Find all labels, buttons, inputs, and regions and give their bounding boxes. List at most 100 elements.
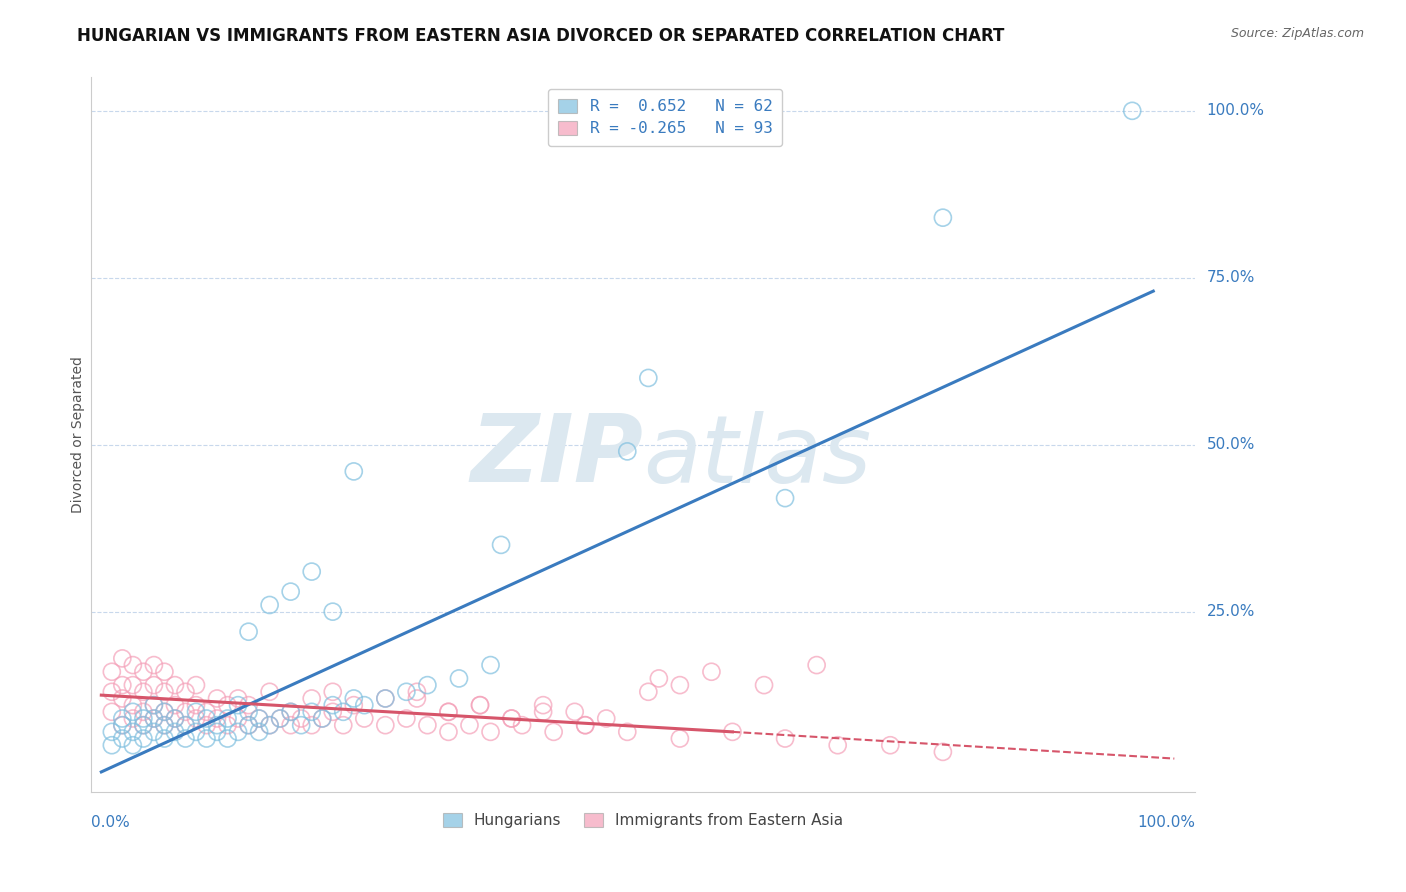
Point bbox=[184, 698, 207, 713]
Point bbox=[353, 698, 375, 713]
Point bbox=[343, 691, 366, 706]
Text: 25.0%: 25.0% bbox=[1206, 604, 1254, 619]
Point bbox=[773, 491, 796, 505]
Point bbox=[416, 678, 439, 692]
Point bbox=[322, 605, 344, 619]
Point bbox=[637, 685, 659, 699]
Point bbox=[111, 718, 134, 732]
Point bbox=[280, 584, 302, 599]
Point bbox=[752, 678, 775, 692]
Point bbox=[101, 705, 124, 719]
Point bbox=[132, 718, 155, 732]
Point bbox=[458, 718, 481, 732]
Point bbox=[205, 718, 228, 732]
Text: 100.0%: 100.0% bbox=[1137, 814, 1195, 830]
Point bbox=[122, 678, 145, 692]
Point bbox=[437, 705, 460, 719]
Point bbox=[437, 705, 460, 719]
Point bbox=[142, 724, 165, 739]
Point bbox=[468, 698, 491, 713]
Point bbox=[669, 731, 692, 746]
Point bbox=[269, 711, 291, 725]
Point bbox=[311, 711, 333, 725]
Point bbox=[174, 731, 197, 746]
Point bbox=[489, 538, 512, 552]
Text: ZIP: ZIP bbox=[470, 410, 643, 502]
Point bbox=[142, 698, 165, 713]
Point bbox=[163, 698, 186, 713]
Point bbox=[132, 718, 155, 732]
Point bbox=[184, 705, 207, 719]
Point bbox=[101, 724, 124, 739]
Point bbox=[163, 724, 186, 739]
Text: Source: ZipAtlas.com: Source: ZipAtlas.com bbox=[1230, 27, 1364, 40]
Point bbox=[142, 678, 165, 692]
Point bbox=[142, 658, 165, 673]
Point bbox=[290, 711, 312, 725]
Point bbox=[437, 724, 460, 739]
Point bbox=[226, 724, 249, 739]
Point bbox=[311, 711, 333, 725]
Text: 50.0%: 50.0% bbox=[1206, 437, 1254, 452]
Point bbox=[479, 658, 502, 673]
Point bbox=[531, 705, 554, 719]
Point bbox=[205, 691, 228, 706]
Point bbox=[247, 711, 270, 725]
Point bbox=[163, 711, 186, 725]
Point bbox=[184, 678, 207, 692]
Point bbox=[111, 731, 134, 746]
Point bbox=[322, 685, 344, 699]
Point bbox=[353, 711, 375, 725]
Point bbox=[406, 685, 429, 699]
Point bbox=[501, 711, 523, 725]
Point bbox=[122, 711, 145, 725]
Point bbox=[301, 565, 323, 579]
Point bbox=[184, 711, 207, 725]
Y-axis label: Divorced or Separated: Divorced or Separated bbox=[72, 356, 86, 513]
Point bbox=[111, 711, 134, 725]
Point bbox=[174, 718, 197, 732]
Legend: Hungarians, Immigrants from Eastern Asia: Hungarians, Immigrants from Eastern Asia bbox=[437, 807, 849, 834]
Point bbox=[111, 678, 134, 692]
Point bbox=[564, 705, 586, 719]
Point bbox=[163, 711, 186, 725]
Point bbox=[184, 724, 207, 739]
Point bbox=[700, 665, 723, 679]
Point bbox=[163, 678, 186, 692]
Point bbox=[174, 705, 197, 719]
Point bbox=[301, 705, 323, 719]
Point bbox=[280, 705, 302, 719]
Text: 0.0%: 0.0% bbox=[91, 814, 129, 830]
Point bbox=[205, 724, 228, 739]
Point bbox=[543, 724, 565, 739]
Point bbox=[932, 211, 955, 225]
Point bbox=[501, 711, 523, 725]
Point bbox=[280, 718, 302, 732]
Point bbox=[343, 465, 366, 479]
Point bbox=[806, 658, 828, 673]
Point bbox=[395, 685, 418, 699]
Point bbox=[280, 705, 302, 719]
Point bbox=[101, 665, 124, 679]
Point bbox=[238, 718, 260, 732]
Point bbox=[174, 718, 197, 732]
Point bbox=[616, 444, 638, 458]
Text: 100.0%: 100.0% bbox=[1206, 103, 1264, 119]
Text: HUNGARIAN VS IMMIGRANTS FROM EASTERN ASIA DIVORCED OR SEPARATED CORRELATION CHAR: HUNGARIAN VS IMMIGRANTS FROM EASTERN ASI… bbox=[77, 27, 1005, 45]
Point bbox=[574, 718, 596, 732]
Point bbox=[153, 665, 176, 679]
Point bbox=[205, 711, 228, 725]
Point bbox=[669, 678, 692, 692]
Point bbox=[153, 718, 176, 732]
Point bbox=[217, 718, 239, 732]
Point bbox=[122, 698, 145, 713]
Point bbox=[238, 705, 260, 719]
Point bbox=[238, 698, 260, 713]
Point bbox=[259, 718, 281, 732]
Point bbox=[153, 705, 176, 719]
Point bbox=[827, 738, 849, 752]
Point bbox=[259, 718, 281, 732]
Point bbox=[195, 705, 218, 719]
Point bbox=[195, 711, 218, 725]
Point bbox=[132, 731, 155, 746]
